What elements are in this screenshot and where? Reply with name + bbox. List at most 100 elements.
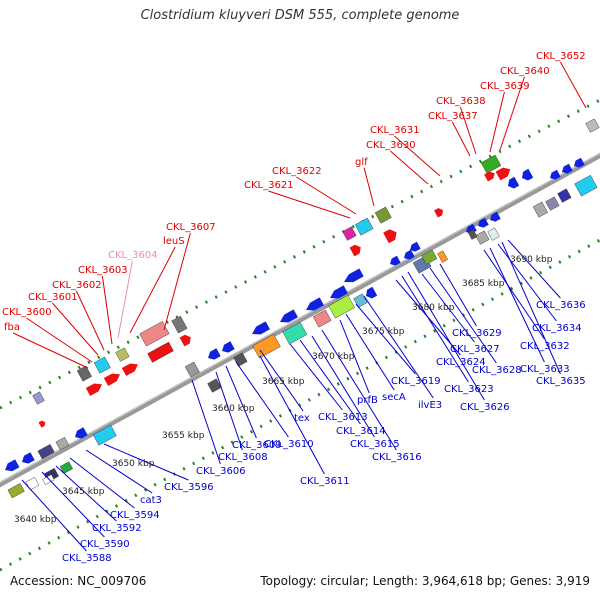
reverse-label-leader — [85, 449, 153, 494]
reverse-label-leader — [507, 239, 561, 299]
forward-gene-arrow — [434, 208, 444, 218]
position-label: 3650 kbp — [112, 459, 155, 469]
reverse-gene-arrow — [522, 168, 534, 181]
gene-feature-63 — [574, 174, 598, 197]
reverse-gene-arrow — [306, 297, 324, 311]
gene-feature-4 — [75, 427, 88, 439]
reverse-gene-label: ilvE3 — [418, 400, 442, 411]
reverse-gene-label: CKL_3633 — [520, 364, 570, 375]
gene-block — [171, 315, 188, 334]
gene-feature-55 — [480, 154, 502, 174]
forward-label-leader — [101, 275, 113, 345]
reverse-label-leader — [299, 339, 361, 425]
forward-label-leader — [12, 332, 89, 369]
gene-block — [342, 226, 357, 241]
forward-label-leader — [559, 61, 587, 109]
gene-block — [184, 361, 200, 378]
reverse-gene-arrow — [208, 348, 221, 360]
gene-block — [7, 483, 25, 499]
reverse-gene-label: CKL_3588 — [62, 553, 112, 564]
reverse-gene-arrow — [252, 321, 270, 335]
reverse-gene-arrow — [410, 241, 421, 252]
reverse-gene-arrow — [222, 341, 235, 353]
forward-label-leader — [26, 317, 93, 363]
reverse-gene-arrow — [574, 157, 585, 168]
position-label: 3660 kbp — [212, 404, 255, 414]
reverse-gene-label: CKL_3614 — [336, 426, 386, 437]
gene-block — [487, 227, 500, 241]
gene-feature-10 — [32, 391, 45, 405]
reverse-gene-arrow — [75, 427, 88, 439]
gene-block — [557, 188, 572, 203]
gene-block — [93, 356, 111, 374]
gene-feature-24 — [222, 341, 235, 353]
reverse-gene-label: secA — [382, 392, 406, 403]
forward-gene-label: CKL_3637 — [428, 111, 478, 122]
reverse-gene-label: CKL_3634 — [532, 323, 582, 334]
position-label: 3640 kbp — [14, 515, 57, 525]
gene-feature-2 — [37, 444, 55, 460]
genome-stats-label: Topology: circular; Length: 3,964,618 bp… — [260, 574, 590, 588]
reverse-label-leader — [41, 471, 105, 538]
gene-block — [354, 217, 374, 236]
reverse-gene-label: CKL_3613 — [318, 412, 368, 423]
reverse-label-leader — [363, 295, 434, 399]
gene-feature-17 — [121, 363, 139, 376]
gene-feature-51 — [478, 217, 489, 228]
reverse-label-leader — [429, 267, 497, 364]
gene-feature-27 — [282, 321, 308, 345]
reverse-gene-arrow — [390, 255, 401, 266]
reverse-gene-label: CKL_3594 — [110, 510, 160, 521]
forward-gene-arrow — [484, 171, 495, 182]
gene-feature-26 — [252, 334, 281, 359]
gene-feature-29 — [280, 309, 298, 323]
gene-feature-43 — [434, 208, 444, 218]
upper-tick-row — [0, 98, 600, 410]
reverse-gene-label: CKL_3619 — [391, 376, 441, 387]
genome-title: Clostridium kluyveri DSM 555, complete g… — [140, 8, 460, 23]
reverse-gene-arrow — [490, 211, 501, 222]
gene-feature-20 — [171, 315, 188, 334]
gene-feature-39 — [354, 217, 374, 236]
position-label: 3685 kbp — [462, 279, 505, 289]
gene-feature-32 — [312, 309, 332, 328]
gene-feature-60 — [532, 201, 548, 218]
gene-block — [25, 476, 40, 491]
reverse-label-leader — [191, 379, 221, 465]
forward-gene-label: CKL_3600 — [2, 307, 52, 318]
gene-feature-35 — [366, 286, 378, 299]
reverse-label-leader — [483, 249, 545, 340]
gene-feature-6 — [7, 483, 25, 499]
reverse-gene-arrow — [330, 285, 348, 299]
reverse-label-leader — [259, 349, 304, 412]
gene-feature-19 — [147, 341, 174, 363]
gene-block — [353, 293, 368, 308]
reverse-label-leader — [289, 343, 343, 411]
reverse-label-leader — [489, 247, 545, 363]
reverse-gene-arrow — [508, 176, 520, 189]
forward-label-leader — [451, 121, 471, 157]
label-leader-lines — [12, 61, 587, 552]
reverse-gene-label: CKL_3636 — [536, 300, 586, 311]
gene-feature-3 — [55, 436, 70, 451]
forward-gene-arrow — [85, 383, 103, 396]
forward-gene-label: CKL_3630 — [366, 140, 416, 151]
gene-feature-22 — [184, 361, 200, 378]
gene-feature-30 — [306, 297, 324, 311]
gene-block — [37, 444, 55, 460]
gene-block — [147, 341, 174, 363]
forward-gene-label: CKL_3622 — [272, 166, 322, 177]
reverse-gene-label: CKL_3609 — [232, 440, 282, 451]
gene-feature-16 — [103, 373, 121, 386]
reverse-gene-label: CKL_3629 — [452, 328, 502, 339]
gene-block — [76, 365, 92, 382]
forward-gene-label: fba — [4, 322, 20, 333]
reverse-label-leader — [69, 457, 135, 509]
gene-feature-12 — [76, 365, 92, 382]
forward-label-leader — [129, 246, 176, 334]
reverse-label-leader — [339, 319, 370, 394]
gene-block — [139, 321, 170, 347]
reverse-label-leader — [497, 243, 557, 322]
reverse-label-leader — [55, 465, 117, 522]
